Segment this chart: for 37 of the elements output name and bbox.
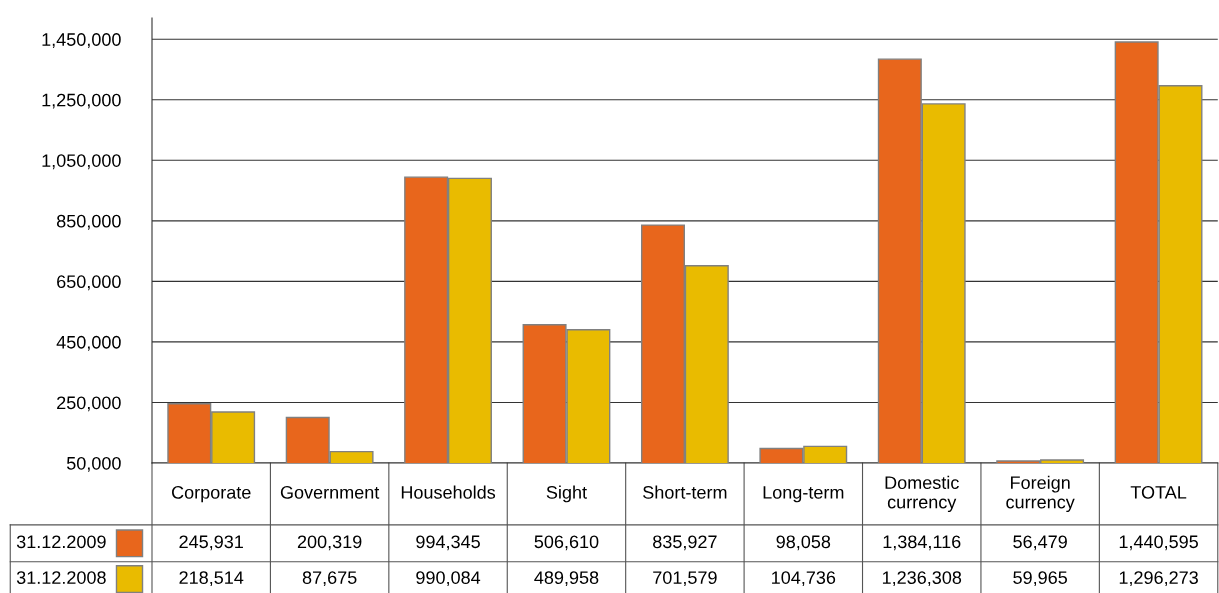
- y-tick-label: 650,000: [57, 275, 121, 291]
- data-label: 489,958: [534, 571, 599, 587]
- y-tick-label: 50,000: [66, 456, 121, 472]
- data-label: 1,236,308: [882, 571, 962, 587]
- data-label: 59,965: [1013, 571, 1068, 587]
- x-tick-label: Households: [401, 485, 496, 499]
- y-tick-label: 1,450,000: [42, 33, 121, 49]
- data-label: 56,479: [1013, 535, 1067, 551]
- data-label: 1,384,116: [883, 535, 961, 551]
- data-label: 990,084: [416, 571, 481, 587]
- y-tick-label: 850,000: [56, 214, 121, 230]
- x-tick-label: Long-term: [763, 486, 844, 503]
- data-label: 245,931: [179, 535, 243, 551]
- data-label: 701,579: [653, 571, 717, 587]
- legend-label: 31.12.2008: [16, 571, 106, 584]
- x-tick-label: Corporate: [171, 485, 251, 503]
- data-label: 104,736: [772, 571, 836, 587]
- data-label: 835,927: [653, 535, 717, 551]
- data-label: 87,675: [302, 571, 357, 587]
- y-tick-label: 250,000: [57, 396, 121, 412]
- data-label: 200,319: [297, 535, 362, 551]
- data-label: 1,440,595: [1119, 535, 1198, 551]
- legend-label: 31.12.2009: [16, 535, 106, 549]
- x-tick-label: Government: [280, 485, 380, 499]
- x-tick-label: TOTAL: [1130, 485, 1187, 499]
- data-label: 994,345: [416, 535, 480, 551]
- data-label: 506,610: [534, 535, 599, 551]
- y-tick-label: 1,050,000: [42, 154, 121, 170]
- x-tick-label: Domestic currency: [885, 475, 959, 513]
- data-label: 1,296,273: [1119, 571, 1198, 587]
- x-tick-label: Foreign currency: [1006, 475, 1075, 513]
- x-tick-label: Short-term: [643, 485, 727, 499]
- y-tick-label: 1,250,000: [42, 93, 121, 109]
- y-tick-label: 450,000: [56, 335, 121, 351]
- data-label: 218,514: [179, 571, 244, 587]
- x-tick-label: Sight: [546, 485, 587, 503]
- data-label: 98,058: [776, 535, 831, 551]
